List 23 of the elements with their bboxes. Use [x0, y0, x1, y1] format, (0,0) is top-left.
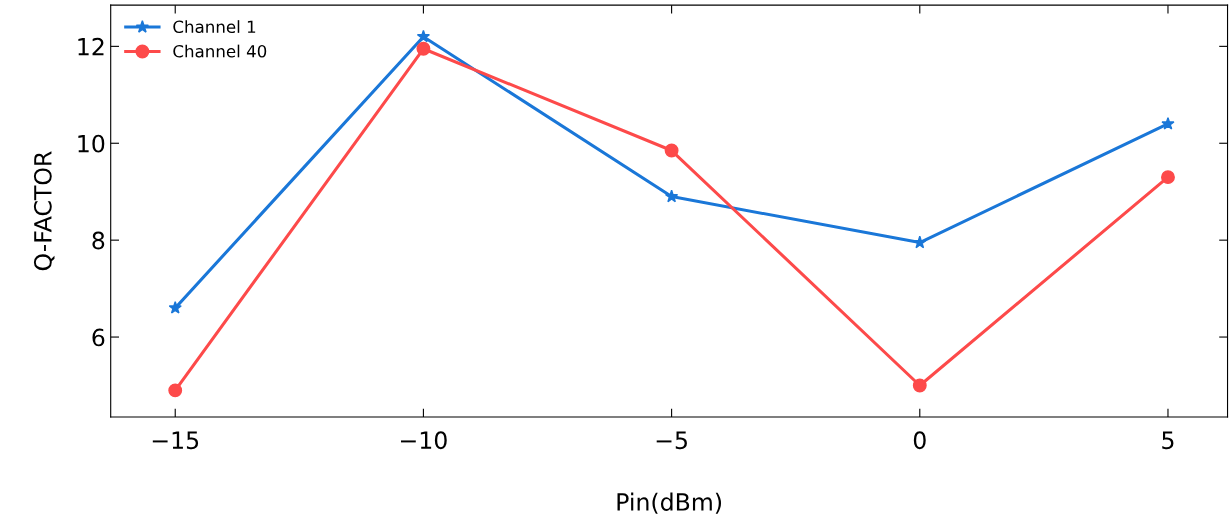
point — [1161, 170, 1175, 185]
point — [416, 29, 431, 43]
legend-label: Channel 1 — [173, 20, 256, 34]
y-tick-label: 8 — [92, 231, 105, 250]
point — [912, 378, 927, 393]
y-tick-label: 12 — [78, 37, 104, 56]
x-tick-label: −10 — [401, 431, 447, 450]
point — [664, 143, 679, 158]
point — [416, 41, 431, 56]
x-tick-label: −15 — [152, 431, 199, 450]
y-tick-label: 10 — [78, 134, 105, 153]
point — [1161, 116, 1175, 130]
legend-label: Channel 40 — [173, 44, 267, 58]
x-axis-title: Pin(dBm) — [617, 492, 722, 514]
x-tick-label: 0 — [913, 431, 926, 450]
x-tick-label: 5 — [1162, 431, 1174, 450]
point — [664, 189, 679, 203]
y-tick-label: 6 — [92, 328, 105, 347]
x-tick-label: −5 — [656, 431, 687, 450]
point — [168, 301, 182, 314]
y-axis-title: Q-FACTOR — [33, 151, 55, 271]
point — [168, 383, 183, 398]
point — [913, 235, 927, 249]
